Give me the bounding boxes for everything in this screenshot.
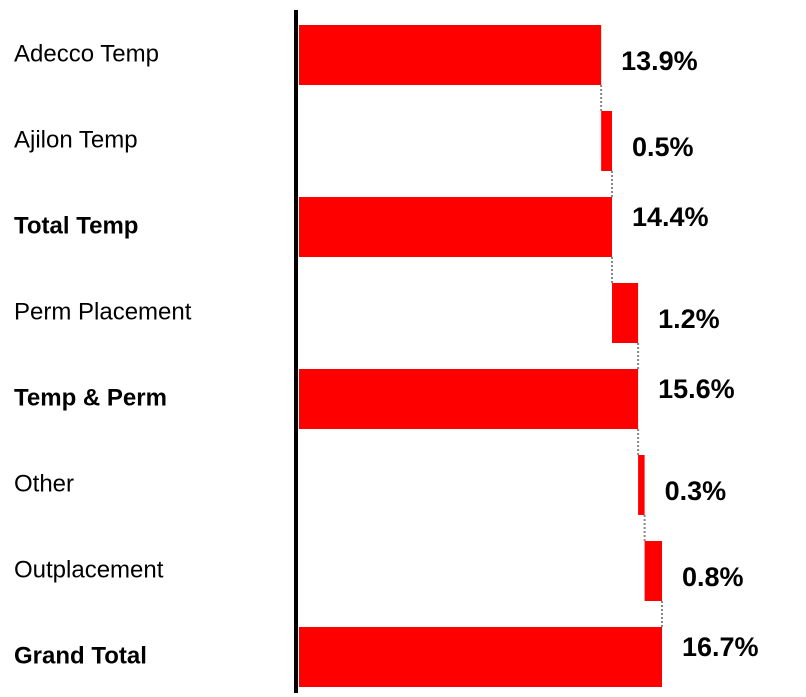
value-label: 0.8% xyxy=(682,562,744,592)
bar xyxy=(601,111,613,171)
category-label: Total Temp xyxy=(14,212,138,239)
category-label: Perm Placement xyxy=(14,298,192,325)
value-label: 15.6% xyxy=(658,374,735,404)
bar xyxy=(299,369,639,429)
bar xyxy=(299,627,662,687)
category-label: Grand Total xyxy=(14,642,147,669)
bar xyxy=(299,197,613,257)
value-label: 14.4% xyxy=(632,202,709,232)
bar xyxy=(612,283,639,343)
category-label: Ajilon Temp xyxy=(14,126,138,153)
value-label: 16.7% xyxy=(682,632,759,662)
value-label: 13.9% xyxy=(621,46,698,76)
category-label: Temp & Perm xyxy=(14,384,167,411)
bar xyxy=(638,455,645,515)
category-label: Other xyxy=(14,470,74,497)
bar xyxy=(299,25,602,85)
value-label: 1.2% xyxy=(658,304,720,334)
category-label: Outplacement xyxy=(14,556,164,583)
value-label: 0.3% xyxy=(665,476,727,506)
value-label: 0.5% xyxy=(632,132,694,162)
category-label: Adecco Temp xyxy=(14,40,159,67)
bar xyxy=(644,541,662,601)
